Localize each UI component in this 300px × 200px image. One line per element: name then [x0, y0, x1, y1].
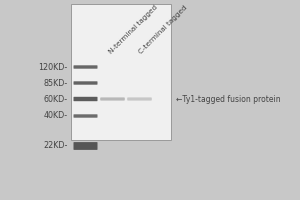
FancyBboxPatch shape [74, 114, 98, 118]
FancyBboxPatch shape [74, 97, 98, 101]
Text: N-terminal tagged: N-terminal tagged [108, 4, 159, 55]
Text: 60KD-: 60KD- [44, 95, 68, 104]
Text: 120KD-: 120KD- [38, 62, 68, 72]
Text: 40KD-: 40KD- [44, 111, 68, 120]
FancyBboxPatch shape [74, 142, 98, 150]
FancyBboxPatch shape [74, 81, 98, 85]
Text: 22KD-: 22KD- [43, 142, 68, 150]
FancyBboxPatch shape [100, 97, 125, 101]
FancyBboxPatch shape [127, 97, 152, 101]
Text: C-terminal tagged: C-terminal tagged [138, 4, 189, 55]
Bar [70, 4, 171, 140]
FancyBboxPatch shape [74, 65, 98, 69]
Text: 85KD-: 85KD- [43, 78, 68, 88]
Text: ←Ty1-tagged fusion protein: ←Ty1-tagged fusion protein [176, 95, 280, 104]
